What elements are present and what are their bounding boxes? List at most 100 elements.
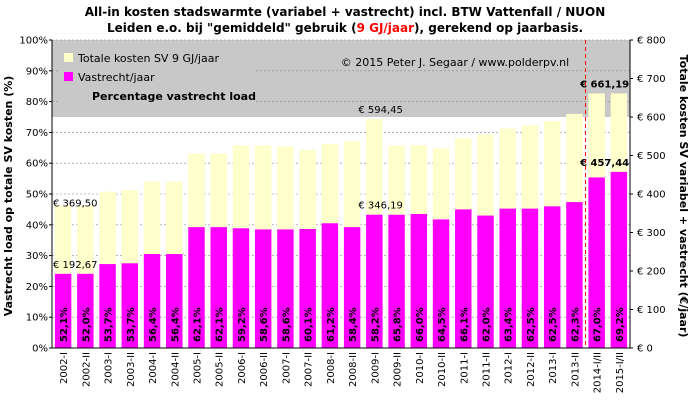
pct-label: 58,4% — [348, 307, 359, 342]
x-tick-label: 2015-I/II — [615, 352, 626, 393]
x-tick-label: 2002-I — [59, 352, 70, 384]
pct-label: 52,1% — [59, 307, 70, 342]
right-tick-label: € 400 — [637, 190, 666, 201]
bar-vastrecht — [588, 177, 605, 348]
pct-label: 62,3% — [570, 307, 581, 342]
pct-label: 67,0% — [593, 307, 604, 342]
bar-vastrecht — [321, 223, 339, 348]
left-tick-label: 100% — [19, 36, 48, 47]
bar-vastrecht — [54, 273, 72, 348]
bar-vastrecht — [77, 273, 94, 348]
x-tick-label: 2006-II — [259, 352, 270, 387]
pct-label: 62,1% — [193, 307, 204, 342]
bar-vastrecht — [388, 214, 405, 348]
bar-vastrecht — [477, 215, 494, 348]
x-tick-label: 2011-I — [459, 352, 470, 384]
pct-label: 56,4% — [148, 307, 159, 342]
legend: Totale kosten SV 9 GJ/jaar Vastrecht/jaa… — [58, 47, 256, 105]
x-axis-ticks: 2002-I 2002-II 2003-I 2003-II 2004-I 2004-II 2… — [59, 352, 626, 393]
bar-vastrecht — [299, 229, 316, 348]
bar-vastrecht — [543, 206, 561, 348]
right-tick-label: € 700 — [637, 74, 666, 85]
legend-label-vastrecht: Vastrecht/jaar — [78, 71, 155, 84]
pct-label: 58,2% — [370, 307, 381, 342]
right-tick-label: € 0 — [637, 344, 653, 355]
right-tick-label: € 800 — [637, 36, 666, 47]
legend-label-load: Percentage vastrecht load — [92, 90, 256, 103]
pct-label: 59,2% — [237, 307, 248, 342]
value-annotation: € 457,44 — [579, 158, 629, 169]
x-tick-label: 2010-I — [415, 352, 426, 384]
pct-label: 53,7% — [104, 307, 115, 342]
x-tick-label: 2004-II — [170, 352, 181, 387]
x-tick-label: 2003-I — [104, 352, 115, 384]
bar-vastrecht — [610, 171, 628, 348]
right-tick-label: € 500 — [637, 151, 666, 162]
pct-label: 58,6% — [259, 307, 270, 342]
bar-vastrecht — [254, 229, 272, 348]
bar-vastrecht — [232, 228, 250, 348]
pct-label: 52,0% — [81, 307, 92, 342]
bar-vastrecht — [143, 254, 161, 348]
right-axis-title: Totale kosten SV variabel + vastrecht (€… — [677, 55, 690, 338]
left-tick-label: 90% — [26, 66, 48, 77]
legend-label-total: Totale kosten SV 9 GJ/jaar — [77, 52, 219, 65]
x-tick-label: 2008-I — [326, 352, 337, 384]
x-tick-label: 2013-II — [570, 352, 581, 387]
title-line2-post: ), gerekend op jaarbasis. — [414, 21, 583, 35]
left-tick-label: 30% — [26, 251, 48, 262]
x-tick-label: 2013-I — [548, 352, 559, 384]
value-annotation: € 661,19 — [579, 79, 629, 90]
title-line2-paren: ( — [351, 21, 356, 35]
left-tick-label: 50% — [26, 190, 48, 201]
x-tick-label: 2003-II — [126, 352, 137, 387]
chart-title-line2: Leiden e.o. bij "gemiddeld" gebruik (9 G… — [107, 21, 583, 35]
x-tick-label: 2007-I — [281, 352, 292, 384]
bar-vastrecht — [166, 254, 183, 348]
bar-vastrecht — [566, 202, 583, 348]
bar-vastrecht — [410, 214, 428, 348]
bar-vastrecht — [277, 229, 294, 348]
pct-label: 69,2% — [615, 307, 626, 342]
left-tick-label: 40% — [26, 220, 48, 231]
pct-label: 62,1% — [215, 307, 226, 342]
pct-label: 58,6% — [281, 307, 292, 342]
x-tick-label: 2011-II — [482, 352, 493, 387]
value-annotations: € 369,50 € 192,67 € 594,45 € 346,19 € 661,19… — [53, 79, 629, 270]
bar-vastrecht — [121, 263, 139, 348]
x-tick-label: 2012-II — [526, 352, 537, 387]
x-tick-label: 2006-I — [237, 352, 248, 384]
right-tick-label: € 200 — [637, 267, 666, 278]
left-tick-label: 80% — [26, 97, 48, 108]
pct-label: 63,4% — [504, 307, 515, 342]
x-tick-label: 2008-II — [348, 352, 359, 387]
bar-vastrecht — [366, 214, 383, 348]
left-axis-title: Vastrecht load op totale SV kosten (%) — [2, 76, 15, 317]
pct-label: 66,0% — [415, 307, 426, 342]
legend-swatch-total — [64, 53, 73, 62]
right-tick-label: € 600 — [637, 113, 666, 124]
bar-vastrecht — [343, 227, 361, 348]
bar-vastrecht — [455, 209, 472, 348]
pct-label: 66,1% — [459, 307, 470, 342]
x-tick-label: 2014-I/II — [593, 352, 604, 393]
pct-label: 65,8% — [393, 307, 404, 342]
left-tick-label: 60% — [26, 159, 48, 170]
value-annotation: € 369,50 — [53, 199, 98, 210]
bar-vastrecht — [432, 219, 450, 348]
legend-box — [58, 47, 256, 105]
pct-label: 53,7% — [126, 307, 137, 342]
title-line2-highlight: 9 GJ/jaar — [357, 21, 415, 35]
x-tick-label: 2009-I — [370, 352, 381, 384]
x-tick-label: 2002-II — [81, 352, 92, 387]
pct-label: 62,0% — [482, 307, 493, 342]
bar-series — [54, 93, 628, 348]
x-tick-label: 2007-II — [304, 352, 315, 387]
left-tick-label: 20% — [26, 282, 48, 293]
left-axis-ticks: 0% 10% 20% 30% 40% 50% 60% 70% 80% 90% 100% — [19, 36, 52, 355]
chart-title-line1: All-in kosten stadswarmte (variabel + va… — [85, 5, 606, 19]
pct-label: 56,4% — [170, 307, 181, 342]
x-tick-label: 2009-II — [393, 352, 404, 387]
